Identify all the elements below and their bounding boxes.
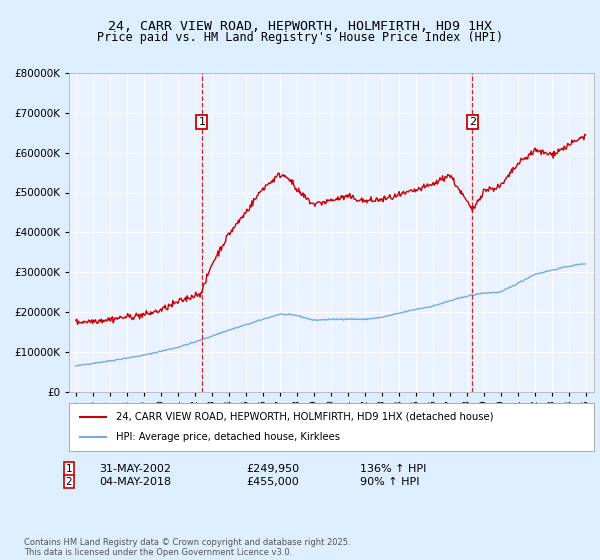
Text: 04-MAY-2018: 04-MAY-2018 xyxy=(99,477,171,487)
Text: 2: 2 xyxy=(65,477,73,487)
Text: 31-MAY-2002: 31-MAY-2002 xyxy=(99,464,171,474)
Text: 24, CARR VIEW ROAD, HEPWORTH, HOLMFIRTH, HD9 1HX (detached house): 24, CARR VIEW ROAD, HEPWORTH, HOLMFIRTH,… xyxy=(116,412,494,422)
Text: 1: 1 xyxy=(65,464,73,474)
Text: 2: 2 xyxy=(469,117,476,127)
Text: 1: 1 xyxy=(199,117,205,127)
Text: 24, CARR VIEW ROAD, HEPWORTH, HOLMFIRTH, HD9 1HX: 24, CARR VIEW ROAD, HEPWORTH, HOLMFIRTH,… xyxy=(108,20,492,32)
Text: 136% ↑ HPI: 136% ↑ HPI xyxy=(360,464,427,474)
Text: 90% ↑ HPI: 90% ↑ HPI xyxy=(360,477,419,487)
Text: £455,000: £455,000 xyxy=(246,477,299,487)
Text: Contains HM Land Registry data © Crown copyright and database right 2025.
This d: Contains HM Land Registry data © Crown c… xyxy=(24,538,350,557)
Text: £249,950: £249,950 xyxy=(246,464,299,474)
Text: Price paid vs. HM Land Registry's House Price Index (HPI): Price paid vs. HM Land Registry's House … xyxy=(97,31,503,44)
Text: HPI: Average price, detached house, Kirklees: HPI: Average price, detached house, Kirk… xyxy=(116,432,340,442)
